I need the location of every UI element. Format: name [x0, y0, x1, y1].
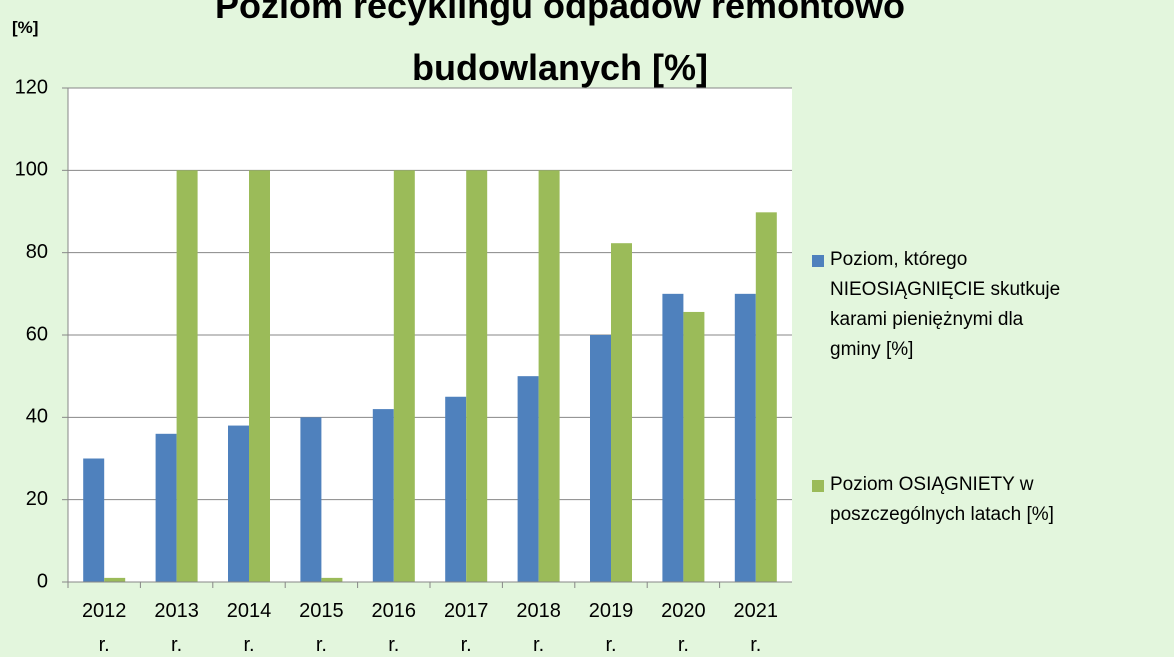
bar	[538, 170, 560, 583]
bar	[466, 170, 488, 583]
bar	[662, 293, 684, 582]
y-tick-label: 80	[26, 241, 48, 263]
x-tick-label: 2013 r.	[154, 600, 199, 656]
bar	[755, 212, 777, 582]
x-tick-label: 2015 r.	[299, 600, 344, 656]
y-tick-label: 60	[26, 323, 48, 345]
bar	[300, 417, 322, 582]
y-tick-label: 20	[26, 488, 48, 510]
bar	[228, 425, 249, 582]
x-tick-label: 2018 r.	[516, 600, 561, 656]
legend-label: Poziom OSIĄGNIETY w poszczególnych latac…	[830, 474, 1054, 525]
y-tick-label: 120	[15, 76, 48, 98]
y-tick-label: 40	[26, 406, 48, 428]
legend-label: Poziom, którego NIEOSIĄGNIĘCIE skutkuje …	[830, 249, 1061, 360]
bar	[155, 433, 177, 582]
y-tick-label: 0	[37, 570, 48, 592]
bar	[590, 335, 611, 582]
x-tick-label: 2014 r.	[226, 600, 272, 656]
bar	[176, 170, 198, 583]
x-tick-label: 2021 r.	[733, 600, 779, 656]
bar	[249, 170, 270, 583]
bar	[321, 577, 343, 582]
bar	[611, 243, 632, 582]
x-tick-label: 2020 r.	[661, 600, 706, 656]
bar	[445, 396, 467, 582]
chart-title: Poziom recyklingu odpadów remontowo budo…	[214, 0, 906, 88]
legend-swatch	[812, 255, 824, 267]
bar	[83, 458, 105, 582]
bar	[372, 409, 394, 582]
x-tick-label: 2019 r.	[588, 600, 634, 656]
bar	[393, 170, 415, 583]
bar	[104, 577, 126, 582]
x-tick-label: 2012 r.	[81, 600, 127, 656]
x-tick-label: 2016 r.	[371, 600, 417, 656]
legend-swatch	[812, 480, 824, 492]
bar	[734, 293, 756, 582]
y-tick-label: 100	[15, 159, 48, 181]
bar	[517, 376, 539, 582]
x-tick-label: 2017 r.	[443, 600, 489, 656]
y-axis-label: [%]	[12, 18, 39, 37]
bar	[683, 311, 705, 582]
